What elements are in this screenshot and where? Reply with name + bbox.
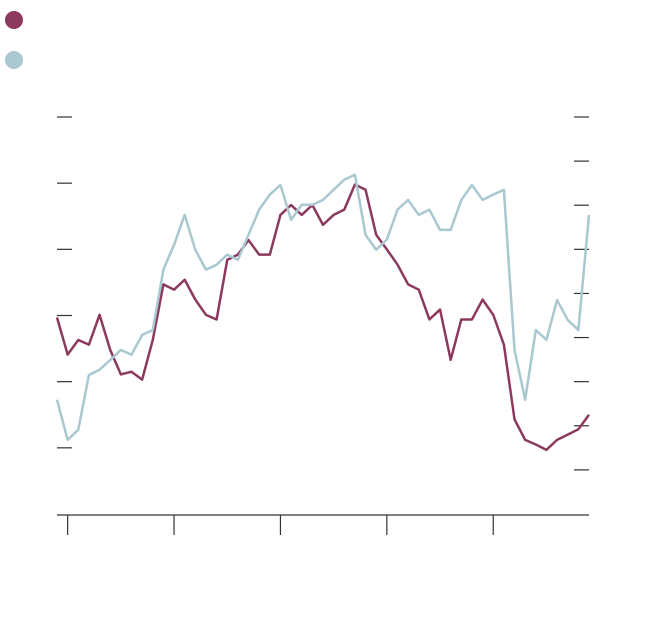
legend-marker: [5, 51, 23, 69]
series-line: [55, 173, 591, 442]
series-line: [55, 183, 591, 452]
legend-marker: [5, 11, 23, 29]
